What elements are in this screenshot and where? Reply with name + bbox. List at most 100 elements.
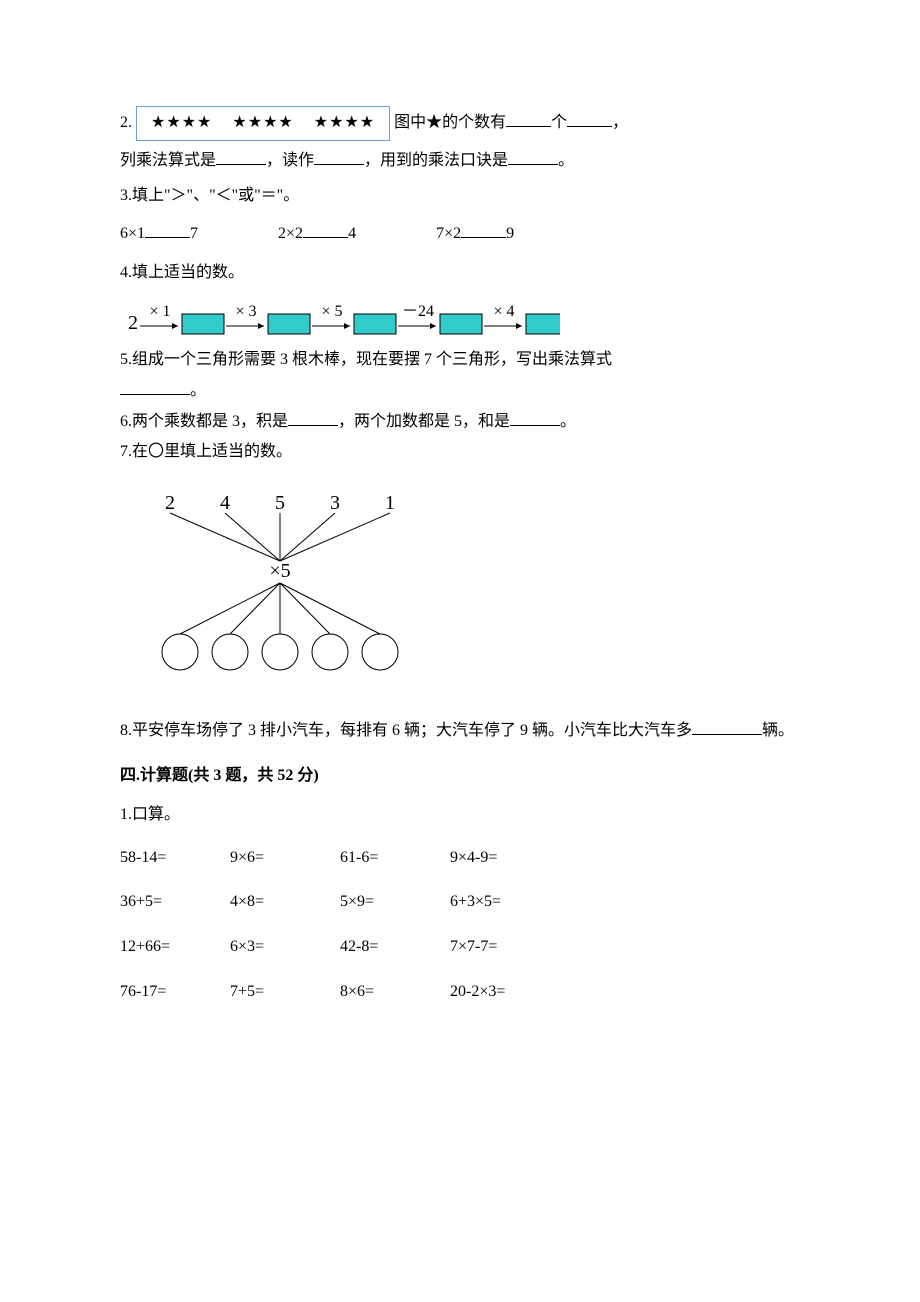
cmp-left: 2×2 bbox=[278, 225, 303, 242]
blank[interactable] bbox=[506, 110, 551, 127]
chain-op: × 4 bbox=[493, 303, 514, 320]
calc1-title: 1.口算。 bbox=[120, 801, 800, 830]
fan-circle[interactable] bbox=[262, 634, 298, 670]
question-7: 7.在〇里填上适当的数。 bbox=[120, 438, 800, 467]
fan-top-value: 5 bbox=[275, 492, 285, 514]
blank[interactable] bbox=[303, 221, 348, 238]
blank[interactable] bbox=[461, 221, 506, 238]
fan-line bbox=[280, 583, 380, 634]
blank[interactable] bbox=[216, 148, 266, 165]
chain-diagram: 2 × 1 × 3 × 5 －24 × 4 bbox=[120, 294, 800, 344]
cmp-left: 7×2 bbox=[436, 225, 461, 242]
chain-segments: × 1 × 3 × 5 －24 × 4 bbox=[140, 303, 560, 334]
chain-op: × 3 bbox=[235, 303, 256, 320]
table-row: 12+66=6×3=42-8=7×7-7= bbox=[120, 925, 580, 970]
calc-cell: 36+5= bbox=[120, 880, 230, 925]
fan-top-value: 2 bbox=[165, 492, 175, 514]
page: 2. ★★★★ ★★★★ ★★★★ 图中★的个数有个， 列乘法算式是，读作，用到… bbox=[0, 0, 920, 1302]
chain-op: －24 bbox=[402, 303, 434, 320]
section-4-title: 四.计算题(共 3 题，共 52 分) bbox=[120, 762, 800, 791]
calc-cell: 61-6= bbox=[340, 836, 450, 881]
star-box: ★★★★ ★★★★ ★★★★ bbox=[136, 106, 390, 141]
question-5-blank: 。 bbox=[120, 377, 800, 406]
compare-item-3: 7×2 9 bbox=[436, 220, 514, 249]
calc-cell: 9×4-9= bbox=[450, 836, 580, 881]
chain-box[interactable] bbox=[440, 314, 482, 334]
calc-cell: 58-14= bbox=[120, 836, 230, 881]
chain-start: 2 bbox=[128, 312, 138, 334]
calc-cell: 6×3= bbox=[230, 925, 340, 970]
calc-cell: 42-8= bbox=[340, 925, 450, 970]
question-8: 8.平安停车场停了 3 排小汽车，每排有 6 辆；大汽车停了 9 辆。小汽车比大… bbox=[120, 717, 800, 746]
blank[interactable] bbox=[120, 378, 190, 395]
fan-line bbox=[170, 513, 280, 561]
calc-cell: 7×7-7= bbox=[450, 925, 580, 970]
fan-top-value: 1 bbox=[385, 492, 395, 514]
chain-op: × 5 bbox=[321, 303, 342, 320]
blank[interactable] bbox=[508, 148, 558, 165]
star-group-1: ★★★★ bbox=[151, 109, 212, 138]
blank[interactable] bbox=[510, 409, 560, 426]
calc-cell: 20-2×3= bbox=[450, 970, 580, 1015]
q8-b: 辆。 bbox=[762, 722, 794, 739]
calc-cell: 6+3×5= bbox=[450, 880, 580, 925]
fan-svg: 24531×5 bbox=[130, 487, 450, 687]
q6-c: 。 bbox=[560, 413, 576, 430]
compare-item-1: 6×1 7 bbox=[120, 220, 198, 249]
chain-box[interactable] bbox=[182, 314, 224, 334]
calc-cell: 5×9= bbox=[340, 880, 450, 925]
fan-top-value: 3 bbox=[330, 492, 340, 514]
q2-l2a: 列乘法算式是 bbox=[120, 152, 216, 169]
table-row: 76-17=7+5=8×6=20-2×3= bbox=[120, 970, 580, 1015]
q6-a: 6.两个乘数都是 3，积是 bbox=[120, 413, 288, 430]
calc-cell: 8×6= bbox=[340, 970, 450, 1015]
q2-tail-b: 个 bbox=[551, 114, 567, 131]
question-2-line2: 列乘法算式是 ，读作 ，用到的乘法口诀是 。 bbox=[120, 147, 800, 176]
compare-row: 6×1 7 2×2 4 7×2 9 bbox=[120, 220, 800, 249]
fan-diagram: 24531×5 bbox=[130, 487, 800, 687]
fan-circle[interactable] bbox=[312, 634, 348, 670]
q6-b: ，两个加数都是 5，和是 bbox=[338, 413, 510, 430]
question-6: 6.两个乘数都是 3，积是 ，两个加数都是 5，和是 。 bbox=[120, 408, 800, 437]
cmp-right: 9 bbox=[506, 225, 514, 242]
fan-line bbox=[280, 513, 335, 561]
question-3: 3.填上"＞"、"＜"或"＝"。 bbox=[120, 182, 800, 211]
q2-l2b: ，读作 bbox=[266, 152, 314, 169]
q2-prefix: 2. bbox=[120, 114, 132, 131]
cmp-right: 7 bbox=[190, 225, 198, 242]
blank[interactable] bbox=[692, 718, 762, 735]
chain-box[interactable] bbox=[268, 314, 310, 334]
fan-line bbox=[230, 583, 280, 634]
blank[interactable] bbox=[567, 110, 612, 127]
chain-box[interactable] bbox=[526, 314, 560, 334]
fan-circle[interactable] bbox=[212, 634, 248, 670]
calc-cell: 76-17= bbox=[120, 970, 230, 1015]
compare-item-2: 2×2 4 bbox=[278, 220, 356, 249]
question-2: 2. ★★★★ ★★★★ ★★★★ 图中★的个数有个， bbox=[120, 106, 800, 141]
calc-cell: 12+66= bbox=[120, 925, 230, 970]
q5-b: 。 bbox=[190, 382, 206, 399]
calc-table: 58-14=9×6=61-6=9×4-9=36+5=4×8=5×9=6+3×5=… bbox=[120, 836, 580, 1015]
fan-line bbox=[180, 583, 280, 634]
q2-l2c: ，用到的乘法口诀是 bbox=[364, 152, 508, 169]
fan-circle[interactable] bbox=[362, 634, 398, 670]
fan-top-value: 4 bbox=[220, 492, 230, 514]
blank[interactable] bbox=[314, 148, 364, 165]
q5-a: 5.组成一个三角形需要 3 根木棒，现在要摆 7 个三角形，写出乘法算式 bbox=[120, 351, 612, 368]
cmp-left: 6×1 bbox=[120, 225, 145, 242]
chain-box[interactable] bbox=[354, 314, 396, 334]
table-row: 58-14=9×6=61-6=9×4-9= bbox=[120, 836, 580, 881]
cmp-right: 4 bbox=[348, 225, 356, 242]
calc-cell: 4×8= bbox=[230, 880, 340, 925]
star-group-2: ★★★★ bbox=[232, 109, 293, 138]
fan-line bbox=[225, 513, 280, 561]
blank[interactable] bbox=[145, 221, 190, 238]
q2-tail-a: 图中★的个数有 bbox=[394, 114, 506, 131]
fan-circle[interactable] bbox=[162, 634, 198, 670]
fan-line bbox=[280, 513, 390, 561]
q2-l2d: 。 bbox=[558, 152, 574, 169]
chain-op: × 1 bbox=[149, 303, 170, 320]
blank[interactable] bbox=[288, 409, 338, 426]
table-row: 36+5=4×8=5×9=6+3×5= bbox=[120, 880, 580, 925]
calc-cell: 7+5= bbox=[230, 970, 340, 1015]
